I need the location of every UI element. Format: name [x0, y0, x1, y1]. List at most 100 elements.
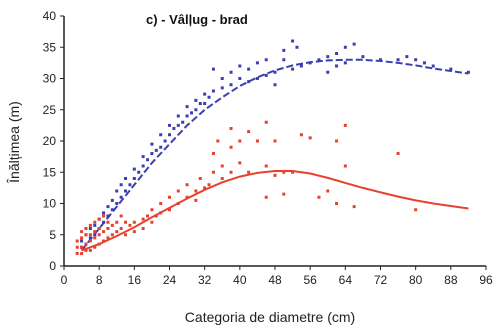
- x-tick-label: 80: [409, 273, 423, 287]
- data-point: [119, 227, 123, 230]
- data-point: [291, 170, 295, 174]
- data-point: [198, 102, 202, 105]
- data-point: [207, 183, 211, 187]
- y-tick-label: 30: [43, 72, 57, 86]
- data-point: [88, 223, 92, 227]
- data-point: [110, 198, 114, 202]
- data-point: [106, 214, 110, 218]
- data-point: [185, 114, 189, 118]
- data-point: [75, 239, 79, 243]
- data-point: [291, 67, 295, 71]
- y-ticks: 0 5 10 15 20 25 30 35 40: [43, 9, 64, 273]
- chart-title: c) - Vâlļug - brad: [146, 12, 248, 27]
- y-tick-label: 5: [49, 228, 56, 242]
- data-point: [88, 227, 92, 230]
- data-point: [220, 77, 224, 80]
- data-point: [361, 55, 365, 59]
- data-point: [203, 102, 207, 105]
- data-point: [317, 195, 321, 199]
- data-point: [93, 245, 97, 249]
- series-layer: [75, 39, 470, 255]
- x-tick-label: 48: [268, 273, 282, 287]
- data-point: [396, 152, 400, 155]
- data-point: [466, 70, 470, 74]
- data-point: [150, 208, 154, 212]
- data-point: [343, 45, 347, 49]
- data-point: [282, 58, 286, 62]
- data-point: [238, 64, 242, 68]
- x-ticks: 0 8 16 24 32 40 48 56 64 72 80 88 96: [61, 266, 493, 287]
- x-tick-label: 0: [61, 273, 68, 287]
- data-point: [405, 55, 409, 59]
- data-point: [238, 139, 242, 143]
- data-point: [141, 227, 145, 230]
- data-point: [159, 133, 163, 137]
- data-point: [295, 45, 299, 49]
- data-point: [211, 152, 215, 155]
- data-point: [211, 89, 215, 93]
- data-point: [216, 139, 220, 143]
- data-point: [84, 242, 88, 246]
- data-point: [88, 248, 92, 252]
- data-point: [132, 220, 136, 224]
- data-point: [84, 227, 88, 230]
- data-point: [115, 230, 119, 234]
- data-point: [102, 214, 106, 218]
- data-point: [141, 155, 145, 159]
- trend-curve: [81, 170, 469, 252]
- data-point: [119, 195, 123, 199]
- data-point: [141, 217, 145, 221]
- data-point: [93, 223, 97, 227]
- x-tick-label: 32: [198, 273, 212, 287]
- data-point: [181, 120, 185, 124]
- data-point: [75, 245, 79, 249]
- data-point: [220, 177, 224, 180]
- data-point: [80, 245, 84, 249]
- data-point: [229, 170, 233, 174]
- data-point: [168, 123, 171, 127]
- data-point: [97, 227, 101, 230]
- data-point: [352, 205, 356, 209]
- data-point: [264, 120, 268, 124]
- data-point: [110, 223, 114, 227]
- data-point: [247, 67, 251, 71]
- data-point: [326, 55, 330, 59]
- data-point: [194, 198, 198, 202]
- data-point: [264, 164, 268, 168]
- data-point: [124, 189, 128, 193]
- series-0: [80, 39, 470, 252]
- data-point: [154, 148, 158, 152]
- data-point: [422, 61, 426, 65]
- series-1: [75, 120, 469, 255]
- data-point: [264, 73, 268, 77]
- data-point: [93, 230, 97, 234]
- data-point: [110, 233, 114, 237]
- data-point: [115, 189, 119, 193]
- data-point: [194, 98, 198, 102]
- data-point: [132, 177, 136, 180]
- x-tick-label: 64: [339, 273, 353, 287]
- x-tick-label: 8: [96, 273, 103, 287]
- data-point: [255, 61, 259, 65]
- data-point: [203, 92, 207, 96]
- data-point: [282, 192, 286, 196]
- data-point: [176, 123, 180, 127]
- data-point: [247, 130, 251, 134]
- y-tick-label: 15: [43, 165, 57, 179]
- data-point: [247, 80, 251, 84]
- x-tick-label: 56: [303, 273, 317, 287]
- data-point: [80, 230, 84, 234]
- data-point: [102, 211, 106, 215]
- data-point: [335, 202, 339, 205]
- data-point: [102, 230, 106, 234]
- data-point: [291, 39, 295, 43]
- data-point: [229, 145, 233, 149]
- data-point: [379, 58, 382, 62]
- x-tick-label: 16: [128, 273, 142, 287]
- data-point: [150, 142, 154, 146]
- data-point: [150, 220, 154, 224]
- y-tick-label: 20: [43, 134, 57, 148]
- data-point: [141, 164, 145, 168]
- data-point: [335, 52, 339, 55]
- data-point: [255, 139, 259, 143]
